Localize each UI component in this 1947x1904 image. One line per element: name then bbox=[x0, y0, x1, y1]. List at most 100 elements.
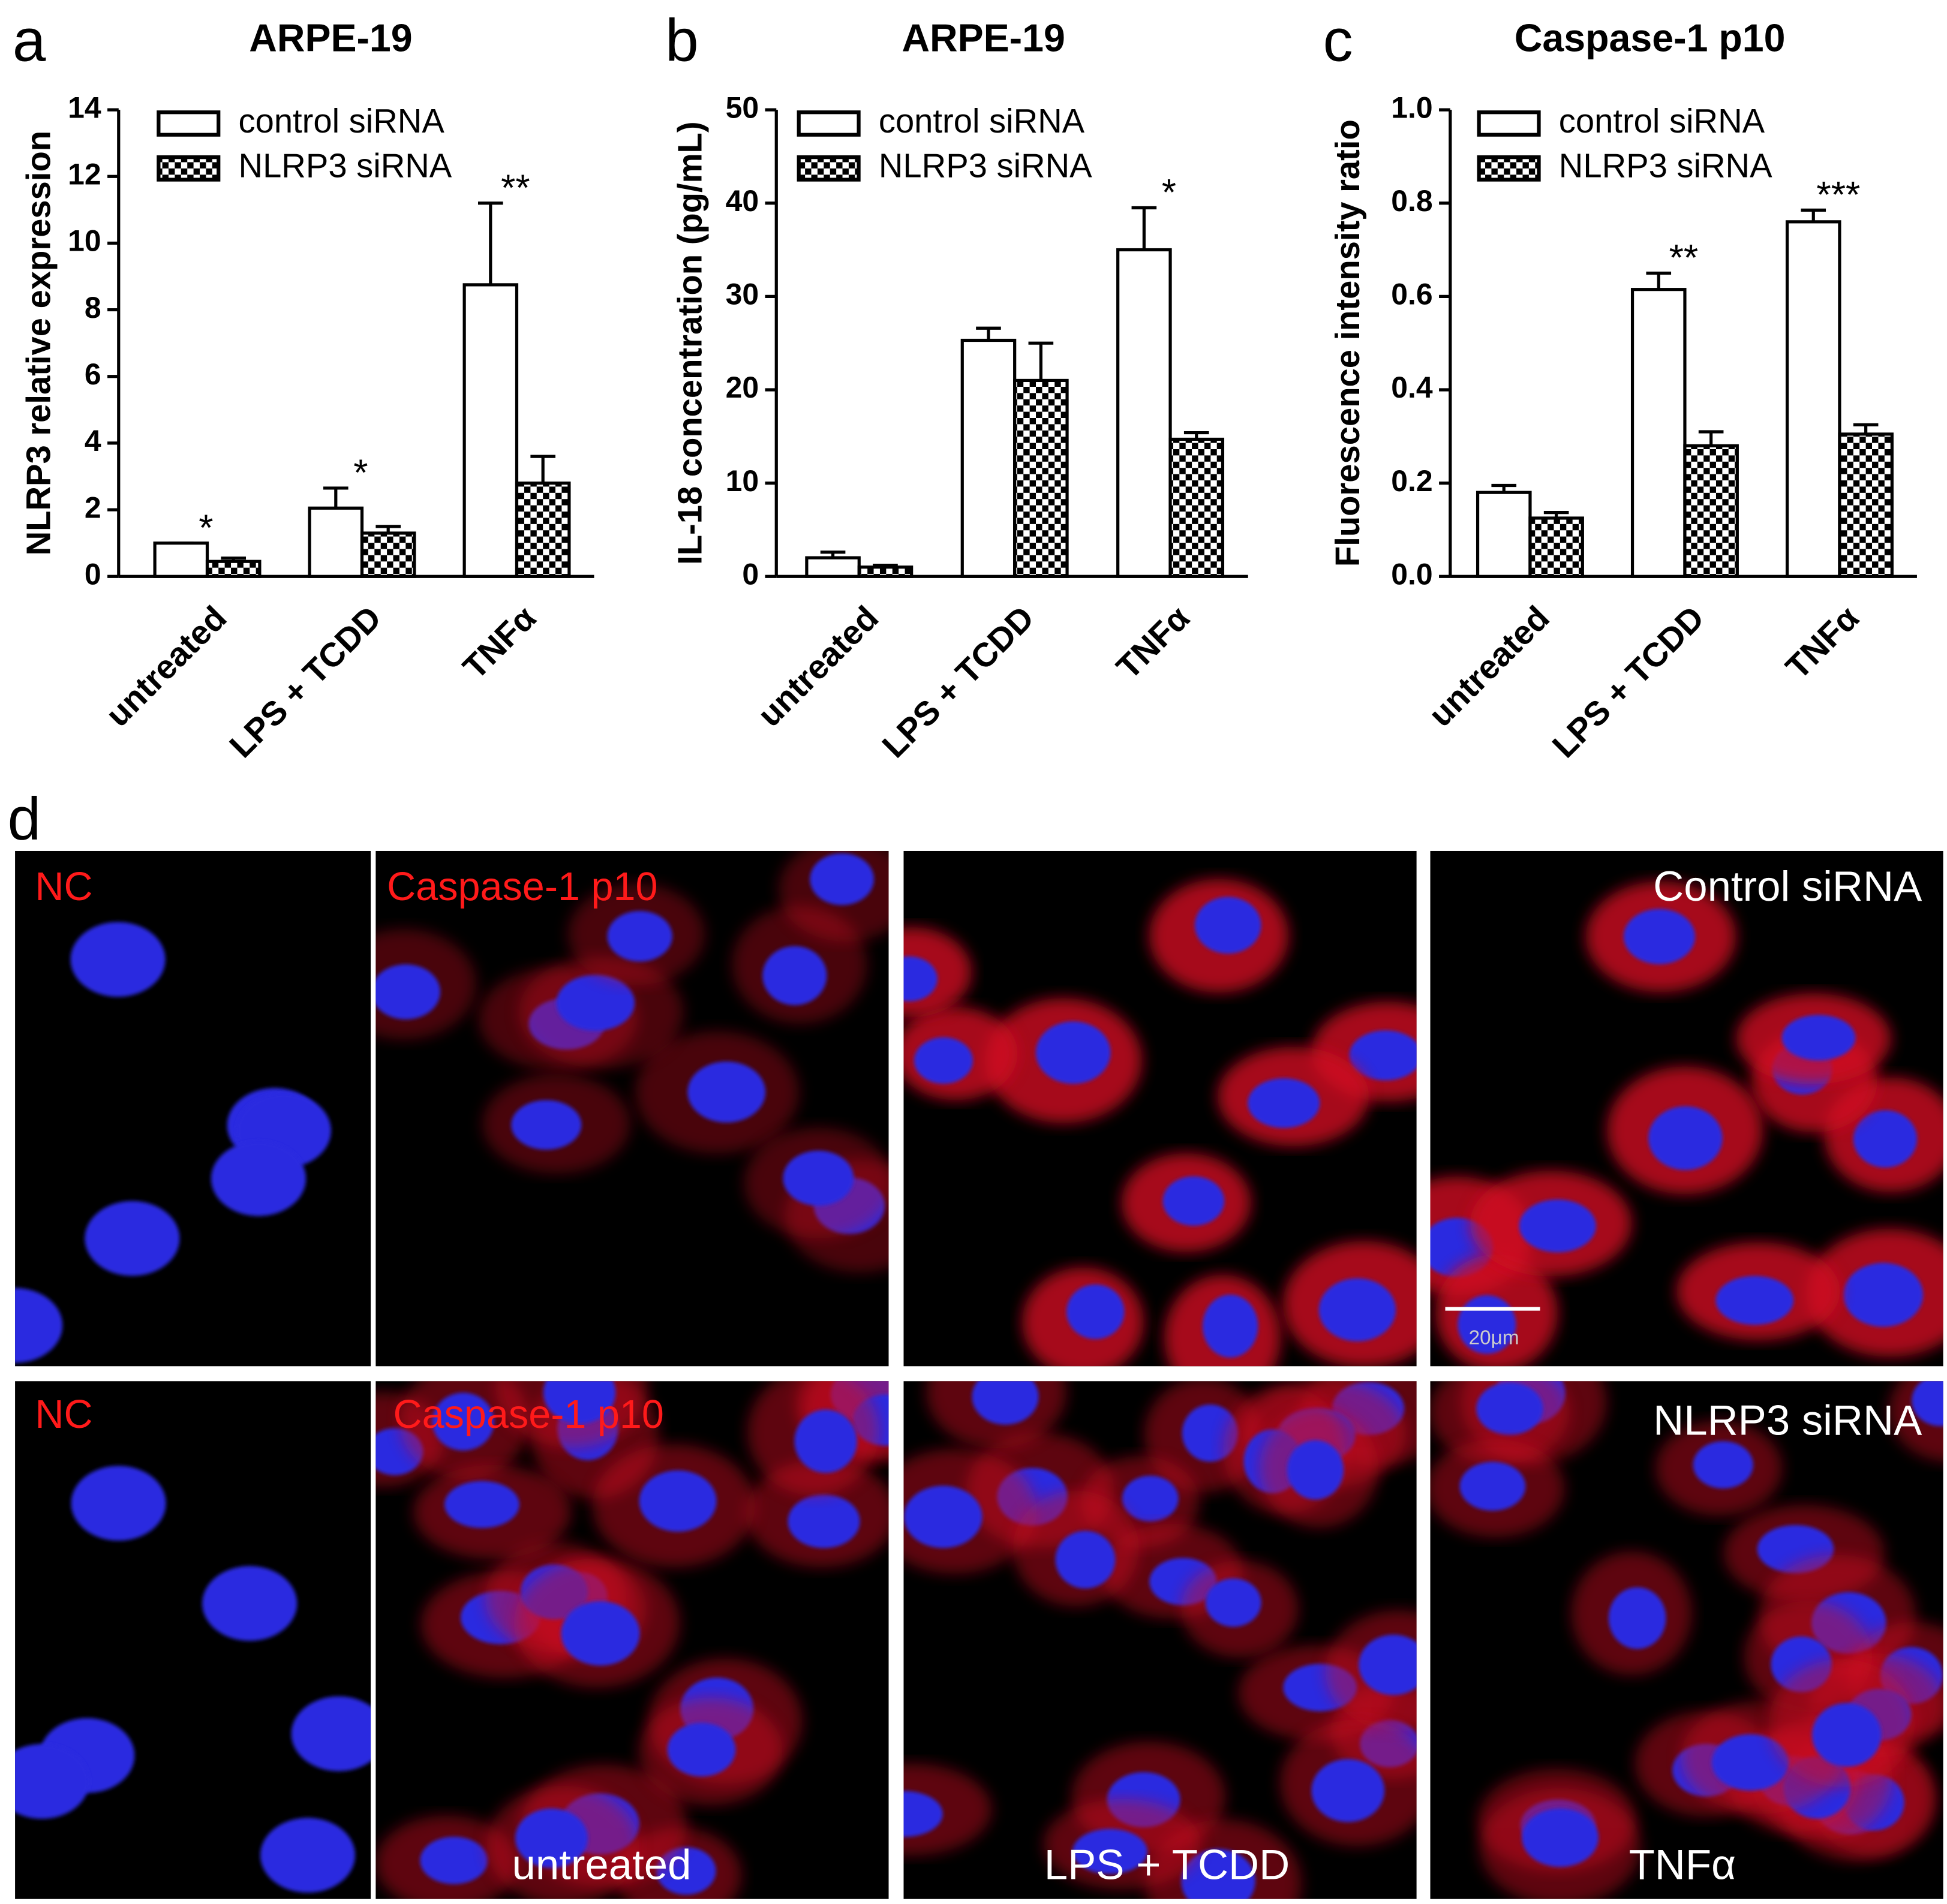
nucleus bbox=[1843, 1262, 1924, 1327]
column-label: untreated bbox=[512, 1840, 692, 1888]
nucleus bbox=[1359, 1634, 1417, 1695]
x-tick-label: untreated bbox=[98, 598, 233, 733]
nucleus bbox=[1522, 1808, 1599, 1867]
nucleus bbox=[903, 1485, 982, 1548]
stain-label: Caspase-1 p10 bbox=[387, 865, 657, 909]
y-tick-label: 10 bbox=[726, 464, 759, 498]
y-tick-label: 0.8 bbox=[1391, 184, 1432, 218]
nucleus bbox=[1623, 909, 1696, 964]
bar bbox=[857, 566, 914, 578]
significance: * bbox=[1162, 172, 1176, 213]
bar bbox=[1683, 444, 1739, 578]
nucleus bbox=[561, 1601, 640, 1666]
bar bbox=[153, 542, 209, 578]
y-tick-label: 8 bbox=[85, 291, 101, 324]
nucleus bbox=[1162, 1176, 1225, 1226]
y-tick-label: 0 bbox=[742, 557, 759, 591]
nucleus bbox=[85, 1201, 180, 1276]
chart-title: ARPE-19 bbox=[249, 17, 412, 60]
legend-label: NLRP3 siRNA bbox=[239, 147, 452, 185]
nucleus bbox=[291, 1696, 371, 1771]
bar bbox=[1528, 516, 1584, 578]
row-label: Control siRNA bbox=[1653, 862, 1922, 910]
significance: ** bbox=[1669, 237, 1699, 279]
bar bbox=[205, 560, 262, 578]
y-tick-label: 0.4 bbox=[1391, 371, 1433, 404]
y-tick-label: 0.2 bbox=[1391, 464, 1432, 498]
significance: *** bbox=[1816, 175, 1860, 216]
nucleus bbox=[260, 1818, 356, 1893]
nucleus bbox=[375, 964, 440, 1019]
x-tick-label: untreated bbox=[1421, 598, 1556, 733]
nucleus bbox=[1711, 1734, 1789, 1791]
y-tick-label: 40 bbox=[726, 184, 759, 218]
column-label: LPS + TCDD bbox=[1044, 1840, 1290, 1888]
stain-label: NC bbox=[35, 1392, 92, 1437]
micrograph bbox=[15, 1381, 371, 1899]
y-axis-label: Fluorescence intensity ratio bbox=[1329, 119, 1366, 567]
cells bbox=[903, 1381, 1417, 1899]
significance: ** bbox=[501, 167, 530, 209]
y-tick-label: 6 bbox=[85, 357, 101, 391]
panel-letter: d bbox=[8, 786, 41, 853]
bar bbox=[308, 506, 364, 578]
cells bbox=[1430, 1381, 1943, 1899]
bar bbox=[1168, 437, 1225, 578]
chart-title: Caspase-1 p10 bbox=[1515, 17, 1786, 60]
nucleus bbox=[1693, 1441, 1753, 1489]
nucleus bbox=[667, 1722, 736, 1777]
nucleus bbox=[783, 1150, 854, 1206]
nucleus bbox=[762, 946, 827, 1006]
y-tick-label: 0 bbox=[85, 557, 101, 591]
nucleus bbox=[511, 1100, 582, 1150]
significance: * bbox=[353, 453, 368, 494]
nucleus bbox=[914, 1037, 973, 1084]
panel-letter: c bbox=[1323, 7, 1353, 74]
bar bbox=[1013, 378, 1069, 578]
cells bbox=[903, 879, 1417, 1367]
stain-label: NC bbox=[35, 865, 92, 909]
nucleus bbox=[1311, 1759, 1385, 1822]
nucleus bbox=[202, 1566, 298, 1641]
y-tick-label: 0.6 bbox=[1391, 278, 1432, 311]
cells bbox=[375, 850, 889, 1273]
nucleus bbox=[71, 1466, 166, 1541]
nucleus bbox=[556, 974, 635, 1031]
x-tick-label: untreated bbox=[750, 598, 885, 733]
bar bbox=[462, 283, 519, 578]
nucleus bbox=[1476, 1382, 1543, 1435]
x-tick-label: TNFα bbox=[1109, 598, 1197, 686]
panel-letter: a bbox=[13, 7, 46, 74]
y-tick-label: 10 bbox=[68, 224, 101, 258]
x-tick-label: TNFα bbox=[1778, 598, 1866, 686]
legend-swatch bbox=[1477, 110, 1541, 137]
nucleus bbox=[639, 1470, 717, 1532]
y-tick-label: 1.0 bbox=[1391, 91, 1432, 124]
nucleus bbox=[903, 956, 938, 1001]
nucleus bbox=[903, 1791, 943, 1837]
chart-title: ARPE-19 bbox=[902, 17, 1065, 60]
nucleus bbox=[1912, 1381, 1943, 1427]
nucleus bbox=[810, 853, 875, 906]
column-label: TNFα bbox=[1629, 1840, 1736, 1888]
bar bbox=[1476, 491, 1532, 578]
nucleus bbox=[1122, 1475, 1179, 1522]
legend-label: control siRNA bbox=[239, 102, 445, 140]
legend-swatch bbox=[157, 110, 221, 137]
legend-swatch bbox=[1477, 155, 1541, 182]
nucleus bbox=[1715, 1276, 1794, 1325]
bar bbox=[1116, 248, 1172, 578]
x-tick-label: TNFα bbox=[455, 598, 543, 686]
nucleus bbox=[1055, 1530, 1116, 1589]
nucleus bbox=[1066, 1284, 1125, 1340]
nucleus bbox=[1811, 1703, 1882, 1767]
nucleus bbox=[794, 1409, 857, 1473]
bar bbox=[1785, 220, 1841, 578]
nucleus bbox=[211, 1141, 307, 1216]
panel-letter: b bbox=[665, 7, 699, 74]
cells bbox=[1430, 881, 1943, 1367]
nucleus bbox=[70, 922, 166, 997]
nucleus bbox=[1202, 1294, 1258, 1358]
x-tick-label: LPS + TCDD bbox=[1545, 598, 1711, 765]
